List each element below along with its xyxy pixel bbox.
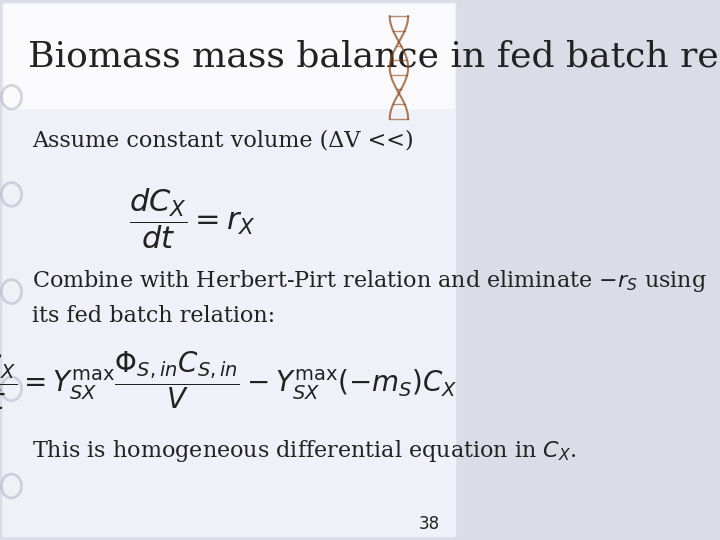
FancyBboxPatch shape — [4, 4, 455, 109]
Text: its fed batch relation:: its fed batch relation: — [32, 305, 275, 327]
Text: Assume constant volume (ΔV <<): Assume constant volume (ΔV <<) — [32, 130, 414, 151]
Text: 38: 38 — [419, 515, 440, 533]
Text: Biomass mass balance in fed batch reactor: Biomass mass balance in fed batch reacto… — [27, 40, 720, 73]
FancyBboxPatch shape — [2, 3, 456, 537]
Text: $\dfrac{dC_X}{dt} = r_X$: $\dfrac{dC_X}{dt} = r_X$ — [129, 186, 256, 251]
Text: $\dfrac{dC_X}{dt} = Y_{SX}^{\max}\dfrac{\Phi_{S,in} C_{S,in}}{V}- Y_{SX}^{\max}(: $\dfrac{dC_X}{dt} = Y_{SX}^{\max}\dfrac{… — [0, 349, 458, 412]
Text: Combine with Herbert-Pirt relation and eliminate $-r_S$ using: Combine with Herbert-Pirt relation and e… — [32, 268, 707, 294]
Text: This is homogeneous differential equation in $C_X$.: This is homogeneous differential equatio… — [32, 438, 577, 464]
